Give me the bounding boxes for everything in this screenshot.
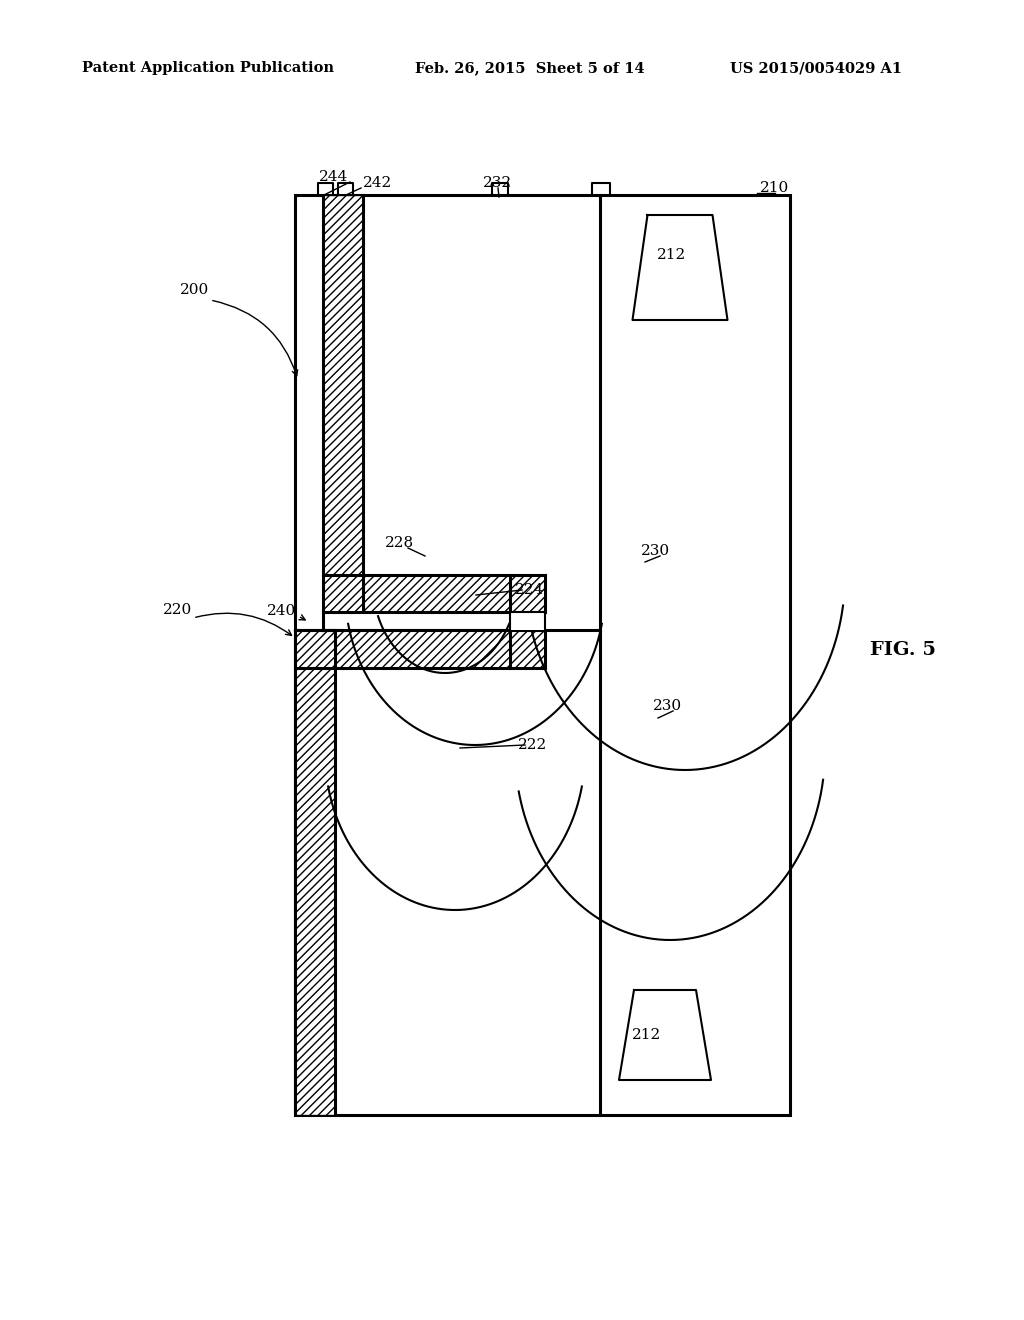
Text: Feb. 26, 2015  Sheet 5 of 14: Feb. 26, 2015 Sheet 5 of 14 xyxy=(415,61,645,75)
Bar xyxy=(295,630,545,668)
Text: 240: 240 xyxy=(266,605,296,618)
Text: 230: 230 xyxy=(653,700,683,713)
Text: 232: 232 xyxy=(483,176,513,190)
Bar xyxy=(510,612,545,630)
Text: US 2015/0054029 A1: US 2015/0054029 A1 xyxy=(730,61,902,75)
Bar xyxy=(510,576,545,612)
Text: 224: 224 xyxy=(515,583,545,597)
Text: Patent Application Publication: Patent Application Publication xyxy=(82,61,334,75)
Text: 222: 222 xyxy=(518,738,548,752)
Bar xyxy=(323,195,362,610)
Text: 212: 212 xyxy=(657,248,687,261)
Text: 242: 242 xyxy=(362,176,392,190)
Text: FIG. 5: FIG. 5 xyxy=(870,642,936,659)
Bar xyxy=(295,195,790,1115)
Text: 220: 220 xyxy=(164,603,193,616)
Text: 210: 210 xyxy=(760,181,790,195)
Text: 212: 212 xyxy=(633,1028,662,1041)
Text: 228: 228 xyxy=(385,536,415,550)
Text: 244: 244 xyxy=(318,170,348,183)
Bar xyxy=(510,630,545,668)
Bar xyxy=(295,630,335,1115)
Text: 200: 200 xyxy=(180,282,210,297)
Text: 230: 230 xyxy=(640,544,670,558)
Bar xyxy=(323,576,545,612)
